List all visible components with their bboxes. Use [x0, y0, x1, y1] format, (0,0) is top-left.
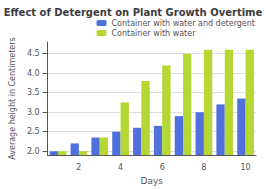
svg-text:8: 8	[201, 163, 206, 172]
svg-text:3.5: 3.5	[27, 88, 40, 97]
svg-text:6: 6	[160, 163, 165, 172]
svg-text:Average height in Centimeters: Average height in Centimeters	[8, 37, 17, 159]
svg-text:Effect of Detergent on Plant G: Effect of Detergent on Plant Growth Over…	[4, 7, 263, 18]
svg-text:4.5: 4.5	[27, 49, 40, 58]
svg-text:2: 2	[76, 163, 81, 172]
svg-text:2.5: 2.5	[27, 127, 40, 136]
svg-text:Days: Days	[141, 176, 164, 186]
svg-text:4.0: 4.0	[27, 69, 40, 78]
svg-text:10: 10	[240, 163, 250, 172]
svg-text:4: 4	[118, 163, 123, 172]
svg-text:3.0: 3.0	[27, 108, 40, 117]
svg-text:Container with water and deter: Container with water and detergent	[112, 19, 256, 28]
svg-text:2.0: 2.0	[27, 147, 40, 156]
svg-text:Container with water: Container with water	[112, 29, 197, 38]
